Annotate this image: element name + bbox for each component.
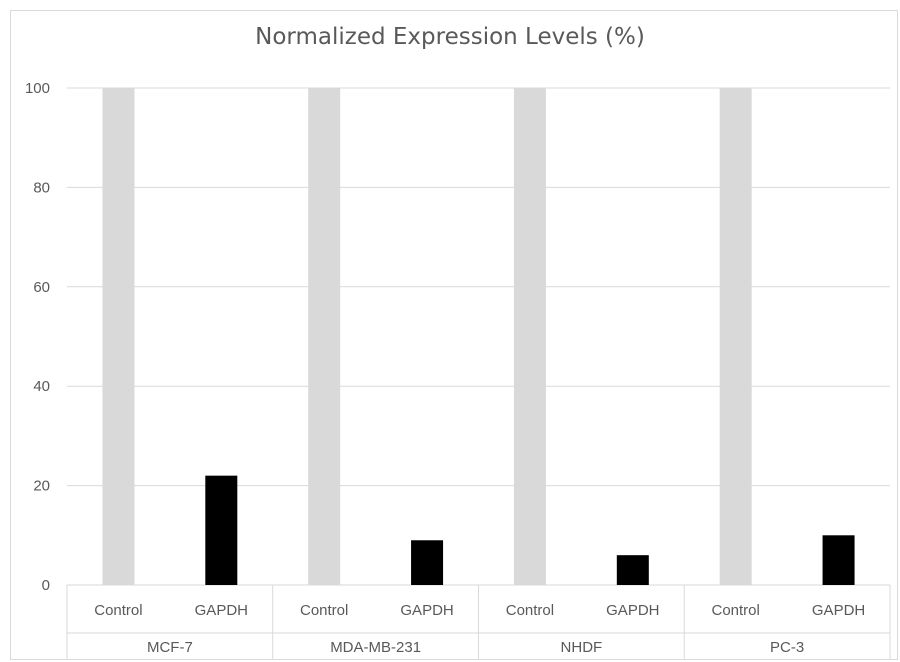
- bar-mcf-7-gapdh: [205, 475, 238, 585]
- y-tick-label: 40: [33, 378, 50, 395]
- bar-pc-3-gapdh: [822, 535, 855, 585]
- x-tick-label: GAPDH: [195, 602, 248, 619]
- bar-nhdf-control: [513, 88, 546, 585]
- y-tick-label: 0: [42, 577, 50, 594]
- x-tick-label: GAPDH: [812, 602, 865, 619]
- y-tick-label: 20: [33, 478, 50, 495]
- x-tick-label: GAPDH: [606, 602, 659, 619]
- y-tick-label: 60: [33, 279, 50, 296]
- bar-pc-3-control: [719, 88, 752, 585]
- x-tick-label: Control: [94, 602, 142, 619]
- y-tick-label: 80: [33, 179, 50, 196]
- y-tick-label: 100: [25, 80, 50, 97]
- bar-mda-mb-231-control: [308, 88, 341, 585]
- x-tick-label: Control: [506, 602, 554, 619]
- group-label: MDA-MB-231: [330, 639, 421, 656]
- chart-title: Normalized Expression Levels (%): [255, 24, 645, 50]
- x-tick-label: Control: [300, 602, 348, 619]
- group-label: NHDF: [561, 639, 603, 656]
- bar-nhdf-gapdh: [616, 555, 649, 585]
- x-tick-label: GAPDH: [400, 602, 453, 619]
- bar-mcf-7-control: [102, 88, 135, 585]
- bar-mda-mb-231-gapdh: [411, 540, 444, 585]
- x-tick-label: Control: [712, 602, 760, 619]
- group-label: PC-3: [770, 639, 804, 656]
- group-label: MCF-7: [147, 639, 193, 656]
